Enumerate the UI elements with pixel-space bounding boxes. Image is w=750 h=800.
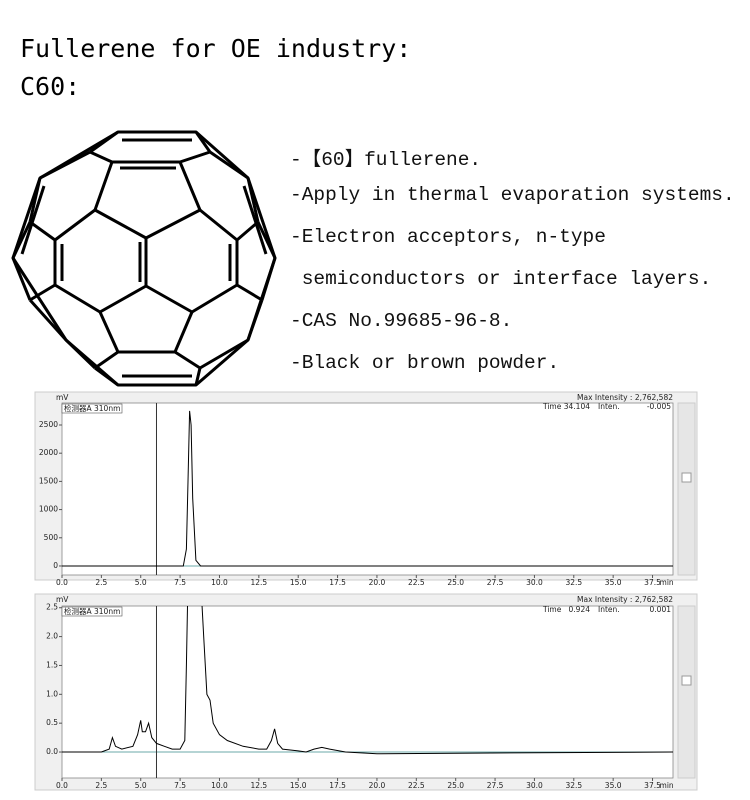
x-tick-label: 22.5 bbox=[408, 578, 425, 587]
max-intensity: Max Intensity : 2,762,582 bbox=[577, 595, 673, 604]
y-tick-label: 0 bbox=[53, 561, 58, 570]
feature: -Electron acceptors, n-type bbox=[290, 226, 606, 248]
x-tick-label: 35.0 bbox=[605, 781, 622, 790]
y-tick-label: 2500 bbox=[39, 420, 58, 429]
y-tick-label: 2.5 bbox=[46, 603, 58, 612]
scrollbar bbox=[677, 402, 696, 576]
x-tick-label: 27.5 bbox=[487, 578, 504, 587]
time-label: Time bbox=[542, 605, 562, 614]
feature: -CAS No.99685-96-8. bbox=[290, 310, 513, 332]
y-tick-label: 0.5 bbox=[46, 718, 58, 727]
y-tick-label: 1.5 bbox=[46, 660, 58, 669]
x-tick-label: 20.0 bbox=[369, 781, 386, 790]
inten-label: Inten. bbox=[598, 605, 620, 614]
scroll-box bbox=[681, 675, 692, 686]
x-tick-label: 22.5 bbox=[408, 781, 425, 790]
inten-label: Inten. bbox=[598, 402, 620, 411]
x-tick-label: 7.5 bbox=[174, 781, 186, 790]
x-tick-label: 12.5 bbox=[250, 781, 267, 790]
y-tick-label: 1000 bbox=[39, 505, 58, 514]
x-tick-label: 7.5 bbox=[174, 578, 186, 587]
feature: -Black or brown powder. bbox=[290, 352, 560, 374]
x-tick-label: 15.0 bbox=[290, 578, 307, 587]
x-tick-label: 30.0 bbox=[526, 578, 543, 587]
x-tick-label: 0.0 bbox=[56, 578, 68, 587]
y-tick-label: 2000 bbox=[39, 448, 58, 457]
y-tick-label: 1.0 bbox=[46, 689, 58, 698]
title: Fullerene for OE industry: bbox=[20, 34, 412, 63]
x-unit: min bbox=[660, 781, 674, 790]
x-tick-label: 37.5 bbox=[644, 781, 661, 790]
x-tick-label: 35.0 bbox=[605, 578, 622, 587]
scroll-box bbox=[681, 472, 692, 483]
x-tick-label: 0.0 bbox=[56, 781, 68, 790]
x-tick-label: 32.5 bbox=[565, 781, 582, 790]
feature: -【60】fullerene. bbox=[290, 149, 482, 171]
inten: 0.001 bbox=[650, 605, 672, 614]
x-unit: min bbox=[660, 578, 674, 587]
trace bbox=[62, 606, 673, 755]
x-tick-label: 5.0 bbox=[135, 578, 147, 587]
y-tick-label: 0.0 bbox=[46, 747, 58, 756]
y-unit: mV bbox=[56, 595, 69, 604]
inten: -0.005 bbox=[647, 402, 671, 411]
time: 34.104 bbox=[564, 402, 590, 411]
scrollbar bbox=[677, 605, 696, 779]
feature: semiconductors or interface layers. bbox=[290, 268, 712, 290]
x-tick-label: 32.5 bbox=[565, 578, 582, 587]
x-tick-label: 27.5 bbox=[487, 781, 504, 790]
x-tick-label: 20.0 bbox=[369, 578, 386, 587]
x-tick-label: 25.0 bbox=[447, 781, 464, 790]
x-tick-label: 17.5 bbox=[329, 578, 346, 587]
x-tick-label: 12.5 bbox=[250, 578, 267, 587]
detector: 检测器A 310nm bbox=[64, 403, 120, 413]
x-tick-label: 2.5 bbox=[95, 578, 107, 587]
x-tick-label: 37.5 bbox=[644, 578, 661, 587]
subtitle: C60: bbox=[20, 72, 81, 101]
x-tick-label: 10.0 bbox=[211, 781, 228, 790]
x-tick-label: 10.0 bbox=[211, 578, 228, 587]
time-label: Time bbox=[542, 402, 562, 411]
detector-box bbox=[61, 606, 123, 617]
x-tick-label: 2.5 bbox=[95, 781, 107, 790]
x-tick-label: 15.0 bbox=[290, 781, 307, 790]
y-tick-label: 500 bbox=[44, 533, 59, 542]
y-tick-label: 2.0 bbox=[46, 632, 58, 641]
time: 0.924 bbox=[569, 605, 591, 614]
feature: -Apply in thermal evaporation systems. bbox=[290, 184, 735, 206]
plot-area bbox=[61, 402, 674, 576]
trace bbox=[62, 410, 673, 567]
y-unit: mV bbox=[56, 393, 69, 402]
plot-area bbox=[61, 605, 674, 779]
c60-structure bbox=[11, 130, 277, 387]
x-tick-label: 25.0 bbox=[447, 578, 464, 587]
detector: 检测器A 310nm bbox=[64, 606, 120, 616]
y-tick-label: 1500 bbox=[39, 476, 58, 485]
detector-box bbox=[61, 403, 123, 414]
x-tick-label: 5.0 bbox=[135, 781, 147, 790]
x-tick-label: 30.0 bbox=[526, 781, 543, 790]
max-intensity: Max Intensity : 2,762,582 bbox=[577, 393, 673, 402]
x-tick-label: 17.5 bbox=[329, 781, 346, 790]
